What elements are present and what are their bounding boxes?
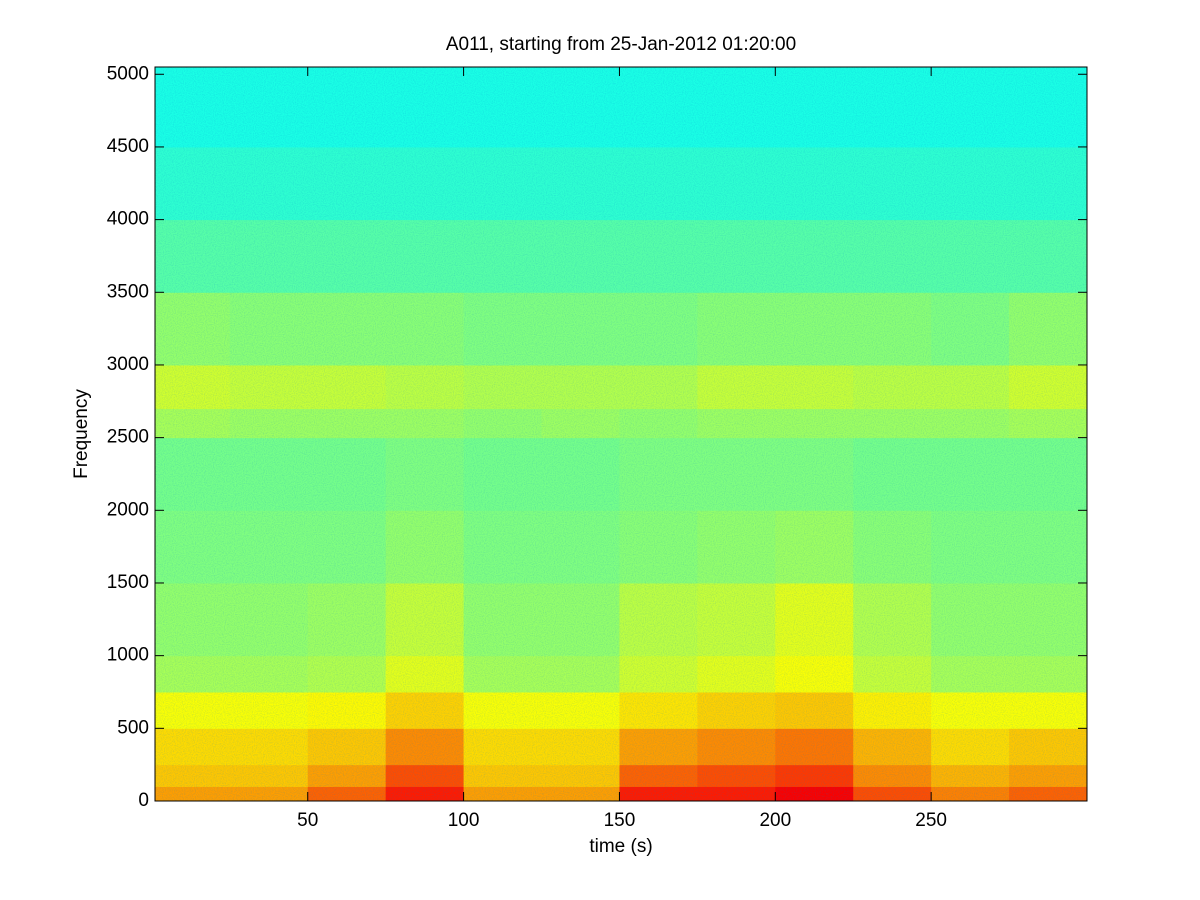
y-tick-label: 0 (138, 790, 149, 811)
noise-texture (155, 67, 1087, 801)
y-tick-label: 3500 (107, 281, 149, 302)
axes-box (154, 66, 1088, 802)
x-tick-label: 250 (915, 810, 947, 831)
y-tick-label: 500 (117, 717, 149, 738)
chart-title: A011, starting from 25-Jan-2012 01:20:00 (446, 34, 796, 55)
y-tick-label: 5000 (107, 63, 149, 84)
x-tick-label: 150 (604, 810, 636, 831)
y-tick-label: 4500 (107, 136, 149, 157)
y-tick-label: 2000 (107, 499, 149, 520)
y-tick-label: 4000 (107, 209, 149, 230)
y-tick-label: 2500 (107, 427, 149, 448)
y-axis-label: Frequency (71, 389, 92, 479)
y-tick-label: 1000 (107, 645, 149, 666)
y-tick-label: 3000 (107, 354, 149, 375)
y-tick-label: 1500 (107, 572, 149, 593)
x-tick-label: 200 (759, 810, 791, 831)
x-axis-label: time (s) (589, 836, 652, 857)
x-tick-label: 50 (297, 810, 318, 831)
x-tick-label: 100 (448, 810, 480, 831)
